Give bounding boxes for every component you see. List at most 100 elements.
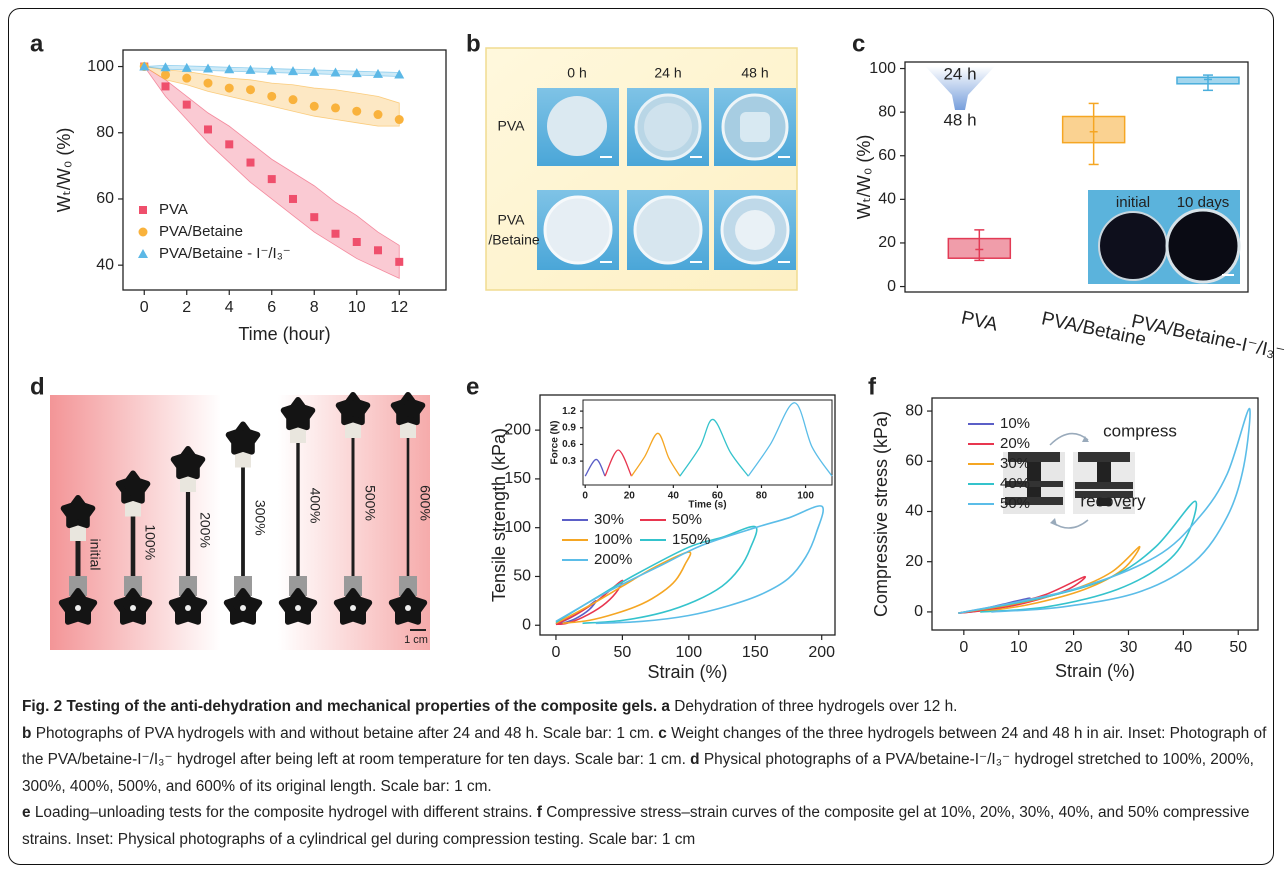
clamp (170, 446, 206, 480)
marker (394, 69, 405, 79)
caption-text: Compressive stress–strain curves of the … (22, 804, 1250, 848)
x-tick-label: 6 (267, 299, 276, 316)
x-tick-label: 40 (1174, 639, 1192, 656)
inset-label: initial (1116, 194, 1150, 211)
strip (406, 430, 410, 580)
marker (373, 110, 383, 120)
highlight (295, 605, 301, 611)
marker (266, 65, 277, 75)
x-tick-label: 2 (182, 299, 191, 316)
inset-disk (1165, 208, 1241, 284)
curve (958, 500, 1198, 614)
bottom-holder (179, 576, 197, 596)
time-arrow (925, 66, 995, 110)
x-tick-label: 4 (225, 299, 234, 316)
x-tick-label: 50 (1229, 639, 1247, 656)
top-holder (235, 451, 251, 468)
legend-label: 50% (672, 511, 702, 528)
y-tick-label: 60 (905, 452, 923, 469)
x-tick-label: 60 (712, 491, 724, 502)
box (1061, 115, 1126, 144)
strain-label: 500% (362, 485, 378, 521)
bottom-holder (399, 576, 417, 596)
legend-label: 20% (1000, 435, 1030, 452)
highlight (350, 605, 356, 611)
x-axis-label: Time (s) (688, 500, 726, 511)
y-tick-label: 0 (887, 278, 896, 295)
legend-marker (138, 227, 148, 237)
x-axis-label: Time (hour) (238, 324, 330, 344)
marker (331, 229, 340, 238)
caption-text: Loading–unloading tests for the composit… (34, 804, 533, 821)
y-tick-label: 80 (905, 402, 923, 419)
curve (555, 525, 758, 625)
y-tick-label: 200 (504, 421, 531, 438)
y-tick-label: 0.6 (562, 439, 576, 450)
y-tick-label: 80 (96, 124, 114, 141)
caption-key: c (658, 724, 667, 742)
strain-label: 300% (252, 500, 268, 536)
curve (584, 458, 606, 477)
highlight (185, 605, 191, 611)
marker (309, 66, 320, 76)
column-label: 0 h (567, 65, 586, 81)
bottom-holder (344, 576, 362, 596)
x-tick-label: PVA/Betaine-I⁻/I₃⁻ (1129, 311, 1285, 364)
legend-label: PVA (159, 201, 188, 218)
bottom-holder (289, 576, 307, 596)
photo-b (537, 88, 796, 270)
marker (310, 213, 319, 222)
marker (224, 64, 235, 74)
strain-label: initial (87, 539, 103, 571)
clamp (60, 495, 96, 529)
caption-text: Photographs of PVA hydrogels with and wi… (35, 724, 654, 742)
strip (241, 459, 245, 580)
marker (224, 83, 234, 93)
marker (351, 68, 362, 78)
y-tick-label: 40 (878, 191, 896, 208)
y-axis-label: Tensile strength (kPa) (489, 428, 509, 602)
marker (203, 63, 213, 73)
panel-label: a (30, 30, 44, 57)
x-tick-label: 30 (1120, 639, 1138, 656)
row-label: /Betaine (488, 232, 540, 248)
figure: 0 h 24 h 48 h PVA PVA /Betaine b initial… (30, 30, 1285, 682)
x-axis-label: Strain (%) (647, 662, 727, 682)
inset-label: 10 days (1177, 194, 1230, 211)
clamp (335, 392, 371, 426)
marker (204, 125, 212, 134)
marker (288, 95, 298, 105)
legend-label: 10% (1000, 415, 1030, 432)
bottom-holder (69, 576, 87, 596)
y-tick-label: 40 (96, 256, 114, 273)
clamp (280, 397, 316, 431)
caption-key: f (536, 804, 542, 821)
marker (182, 100, 191, 109)
strain-label: 200% (197, 512, 213, 548)
legend-label: 40% (1000, 475, 1030, 492)
marker (267, 91, 277, 101)
marker (330, 67, 341, 77)
y-axis-label: Compressive stress (kPa) (871, 411, 891, 617)
strip (75, 533, 81, 580)
x-tick-label: 0 (582, 491, 588, 502)
column-label: 24 h (654, 65, 681, 81)
caption-key: b (22, 724, 32, 742)
x-tick-label: 40 (668, 491, 680, 502)
top-holder (125, 500, 141, 517)
caption-text: Physical photographs of a PVA/betaine-I⁻… (22, 751, 1254, 795)
caption-text: Dehydration of three hydrogels over 12 h… (674, 698, 958, 715)
x-tick-label: 12 (390, 299, 408, 316)
y-tick-label: 60 (878, 147, 896, 164)
x-tick-label: PVA (959, 307, 999, 335)
column-label: 48 h (741, 65, 768, 81)
annotation: 24 h (943, 64, 976, 83)
y-axis-label: Wₜ/W₀ (%) (54, 128, 74, 213)
strain-label: 100% (142, 524, 158, 560)
clamp (390, 392, 426, 426)
caption-key: d (690, 751, 700, 768)
legend-label: 100% (594, 531, 632, 548)
legend-label: 50% (1000, 495, 1030, 512)
curve (747, 402, 833, 477)
x-tick-label: 0 (959, 639, 968, 656)
